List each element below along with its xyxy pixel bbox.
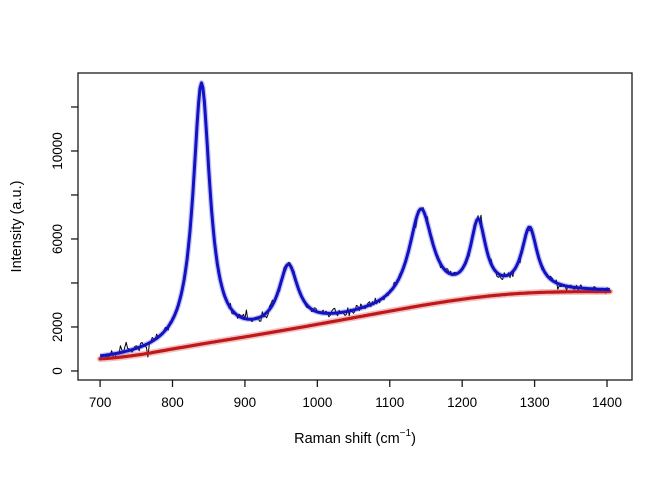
y-axis-tick-label: 0 <box>50 367 65 375</box>
x-axis-tick-label: 1100 <box>375 395 404 410</box>
baseline-line <box>98 289 612 361</box>
axes-group: 700 800 900 1000 1100 1200 1300 1400 0 2000 6000 10… <box>50 72 633 410</box>
y-axis-tick-label: 6000 <box>50 224 65 254</box>
x-axis-tick-label: 700 <box>89 395 112 410</box>
y-axis-tick-label: 2000 <box>50 312 65 342</box>
y-axis-tick-label: 10000 <box>50 132 65 170</box>
x-axis-tick-label: 1300 <box>520 395 550 410</box>
x-axis-title: Raman shift (cm−1) <box>294 428 416 447</box>
x-axis-tick-label: 1400 <box>592 395 622 410</box>
x-axis-title-superscript: −1 <box>400 428 412 439</box>
x-axis-tick-label: 800 <box>161 395 184 410</box>
x-axis-title-main: Raman shift (cm <box>294 431 400 447</box>
y-axis-title: Intensity (a.u.) <box>9 181 25 273</box>
x-axis-tick-label: 1000 <box>302 395 332 410</box>
x-axis-title-close: ) <box>411 431 416 447</box>
fit-line <box>99 81 611 358</box>
plot-box <box>77 72 633 381</box>
x-axis-tick-label: 1200 <box>447 395 477 410</box>
series-group <box>96 80 614 363</box>
x-axis-tick-label: 900 <box>234 395 257 410</box>
